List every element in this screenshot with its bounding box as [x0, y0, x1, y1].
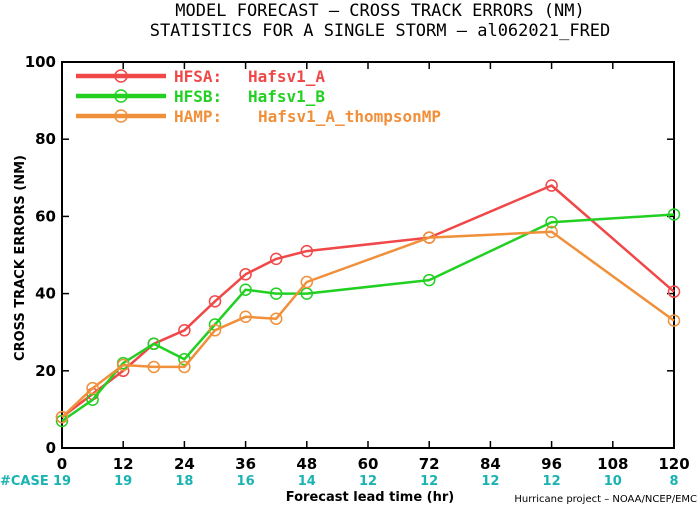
x-tick-label: 72 — [419, 455, 440, 473]
x-tick-label: 48 — [296, 455, 317, 473]
case-count: 12 — [481, 474, 499, 489]
legend-marker-2 — [114, 89, 128, 103]
legend-name-1: HFSA: — [174, 67, 222, 86]
chart-subtitle: STATISTICS FOR A SINGLE STORM – al062021… — [150, 21, 611, 41]
x-tick-label: 0 — [57, 455, 67, 473]
data-point — [667, 285, 681, 298]
x-tick-label: 96 — [541, 455, 562, 473]
x-tick-label: 60 — [358, 455, 379, 473]
x-tick-label: 108 — [597, 455, 628, 473]
x-tick-label: 36 — [235, 455, 256, 473]
data-point — [545, 215, 558, 229]
case-count: 10 — [604, 474, 622, 489]
case-count: 12 — [420, 474, 438, 489]
data-point — [545, 225, 558, 239]
series-line-3 — [61, 230, 675, 419]
y-tick-label: 0 — [46, 439, 56, 457]
legend-name-2: HFSB: — [174, 87, 222, 106]
case-count: 18 — [175, 474, 193, 489]
x-tick-label: 84 — [480, 455, 501, 473]
data-point — [208, 324, 222, 337]
x-tick-label: 12 — [113, 455, 134, 473]
x-tick-label: 120 — [658, 455, 689, 473]
y-tick-label: 20 — [35, 362, 56, 380]
chart-title: MODEL FORECAST – CROSS TRACK ERRORS (NM) — [175, 1, 584, 21]
legend-marker-3 — [114, 109, 128, 123]
legend-marker-1 — [114, 69, 128, 83]
data-point — [178, 324, 191, 337]
data-point — [269, 287, 283, 300]
x-axis-label: Forecast lead time (hr) — [286, 490, 454, 505]
data-point — [86, 381, 99, 395]
legend-desc-3: Hafsv1_A_thompsonMP — [258, 107, 441, 126]
credit-text: Hurricane project – NOAA/NCEP/EMC — [514, 494, 697, 505]
legend-name-3: HAMP: — [174, 107, 222, 126]
data-point — [269, 312, 283, 325]
case-count: 19 — [53, 474, 71, 489]
x-tick-label: 24 — [174, 455, 195, 473]
data-point — [269, 252, 283, 266]
data-point — [147, 337, 161, 351]
data-point — [116, 358, 130, 372]
data-point — [300, 275, 314, 289]
data-point — [667, 314, 681, 327]
plot-area: 0204060801000191219241836164814601272128… — [25, 53, 690, 489]
case-count: 14 — [298, 474, 316, 489]
data-point — [545, 179, 558, 192]
case-count: 12 — [543, 474, 561, 489]
case-count: 16 — [237, 474, 255, 489]
data-point — [300, 244, 314, 258]
data-point — [147, 360, 161, 374]
data-point — [239, 268, 252, 281]
y-tick-label: 100 — [25, 53, 56, 71]
data-point — [208, 295, 222, 308]
data-point — [422, 273, 436, 287]
data-point — [178, 360, 191, 374]
y-tick-label: 80 — [35, 130, 56, 148]
legend-desc-2: Hafsv1_B — [248, 87, 325, 106]
data-point — [422, 231, 436, 244]
case-label: #CASE — [0, 474, 49, 489]
data-point — [667, 208, 681, 221]
data-point — [239, 283, 252, 296]
case-count: 19 — [114, 474, 132, 489]
series-line-1 — [61, 184, 675, 419]
y-axis-label: CROSS TRACK ERRORS (NM) — [13, 155, 28, 361]
case-count: 8 — [669, 474, 678, 489]
legend-desc-1: Hafsv1_A — [248, 67, 325, 86]
y-tick-label: 60 — [35, 207, 56, 225]
data-point — [239, 310, 252, 324]
case-count: 12 — [359, 474, 377, 489]
y-tick-label: 40 — [35, 285, 56, 303]
data-point — [55, 410, 69, 424]
